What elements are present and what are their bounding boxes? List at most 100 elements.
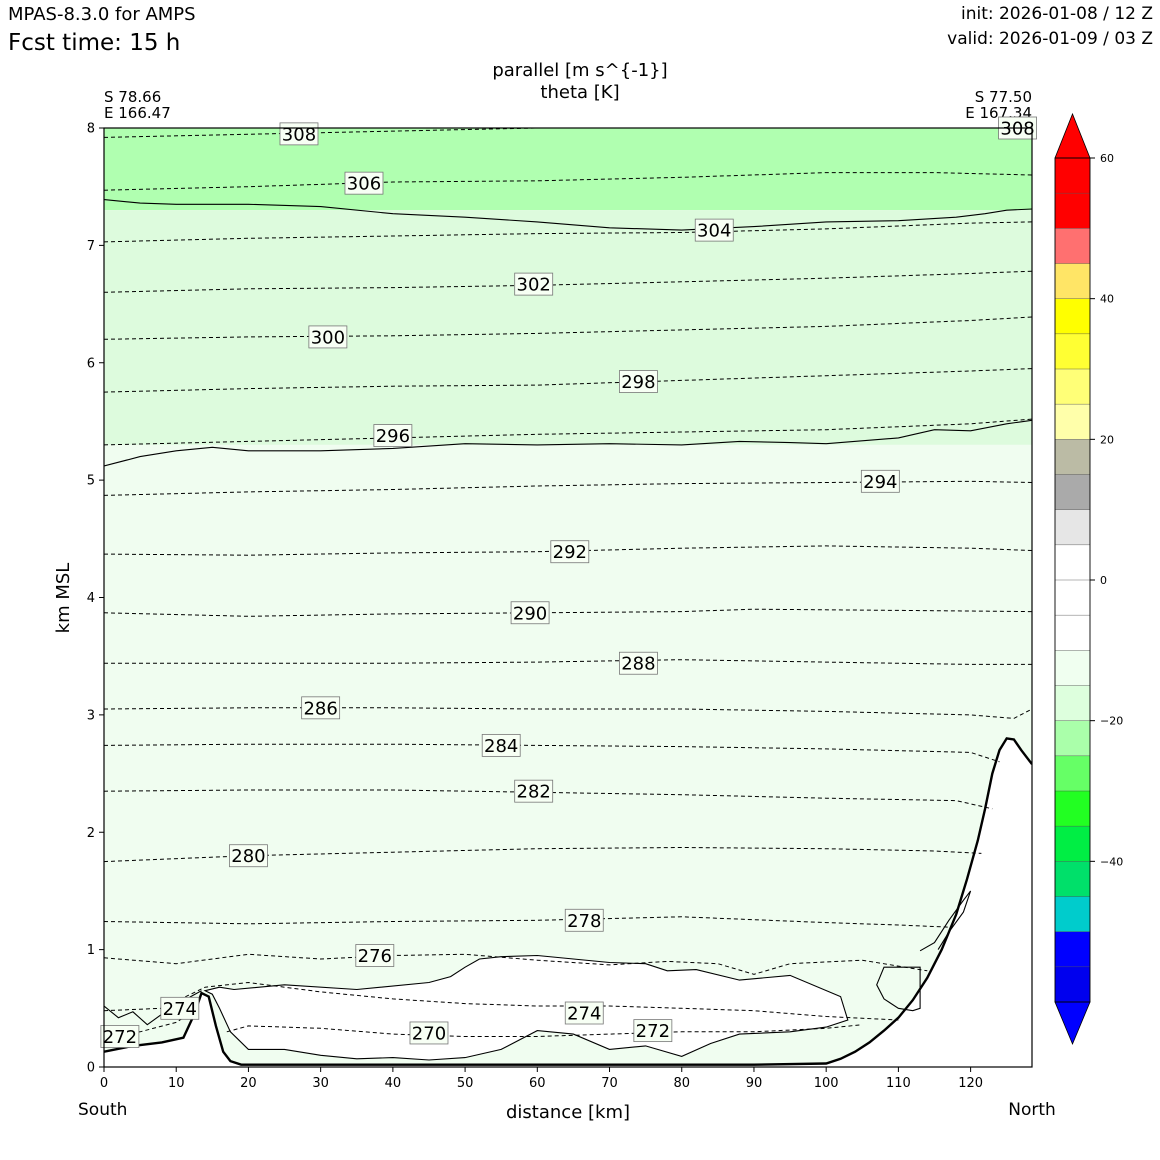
terrain-layer (104, 737, 1032, 1067)
wind-contour-4 (919, 890, 972, 952)
theta-line-282 (104, 789, 993, 810)
y-tick-label-2: 2 (87, 826, 95, 841)
theta-label-274: 274 (160, 996, 200, 1020)
theta-label-272: 272 (100, 1025, 140, 1048)
theta-label-298: 298 (619, 370, 658, 393)
colorbar-cell-17 (1055, 369, 1090, 405)
y-tick-label-3: 3 (87, 708, 95, 723)
svg-text:274: 274 (567, 1004, 601, 1025)
x-tick-label-60: 60 (529, 1076, 546, 1091)
init-time: init: 2026-01-08 / 12 Z (960, 4, 1153, 24)
theta-line-280 (104, 846, 982, 863)
chart-subtitle: theta [K] (540, 82, 620, 103)
theta-label-272: 272 (633, 1019, 673, 1042)
theta-label-layer: 308 308 306 304 302 300 298 296 294 292 290 288 286 2… (100, 116, 1037, 1048)
colorbar: −40 −20 0 20 40 60 (1054, 112, 1123, 1046)
colorbar-cell-2 (1055, 896, 1090, 932)
x-tick-label-100: 100 (814, 1076, 839, 1091)
colorbar-cell-18 (1055, 333, 1090, 369)
colorbar-cell-4 (1055, 826, 1090, 862)
colorbar-cell-13 (1055, 509, 1090, 545)
svg-text:278: 278 (567, 911, 601, 932)
theta-label-274: 274 (564, 1001, 604, 1025)
svg-text:302: 302 (517, 275, 551, 296)
colorbar-cell-0 (1055, 966, 1090, 1002)
colorbar-extend-min (1054, 1001, 1091, 1046)
left-end-name: South (78, 1100, 128, 1120)
colorbar-extend-max (1054, 112, 1091, 159)
colorbar-cell-9 (1055, 650, 1090, 686)
svg-text:280: 280 (231, 846, 265, 867)
theta-line-290 (104, 608, 1032, 617)
theta-label-300: 300 (308, 325, 348, 348)
chart-title: parallel [m s^{-1}] (492, 60, 668, 81)
colorbar-cell-19 (1055, 298, 1090, 334)
svg-text:292: 292 (553, 542, 587, 563)
svg-text:286: 286 (303, 698, 337, 719)
weak-wind-region (205, 955, 848, 1060)
colorbar-cell-16 (1055, 404, 1090, 440)
x-tick-label-40: 40 (385, 1076, 402, 1091)
y-tick-label-1: 1 (87, 943, 95, 958)
colorbar-cell-1 (1055, 931, 1090, 967)
theta-label-290: 290 (510, 601, 550, 624)
svg-text:308: 308 (1000, 119, 1034, 140)
colorbar-tick-label-3: 20 (1100, 433, 1114, 446)
theta-line-296 (104, 418, 1032, 446)
wind-band-1 (104, 210, 1032, 445)
theta-line-274 (104, 981, 899, 1021)
svg-text:308: 308 (282, 124, 316, 145)
valid-time: valid: 2026-01-09 / 03 Z (947, 29, 1153, 49)
x-tick-label-70: 70 (601, 1076, 618, 1091)
theta-label-282: 282 (514, 779, 554, 803)
svg-text:304: 304 (697, 221, 731, 242)
svg-text:306: 306 (347, 174, 381, 195)
x-tick-label-30: 30 (312, 1076, 329, 1091)
colorbar-cell-12 (1055, 544, 1090, 580)
svg-text:284: 284 (484, 736, 518, 757)
theta-label-294: 294 (860, 469, 900, 493)
theta-label-304: 304 (694, 218, 734, 242)
wind-band-0 (104, 128, 1032, 211)
svg-text:272: 272 (103, 1027, 137, 1048)
y-tick-label-0: 0 (87, 1061, 95, 1076)
theta-line-306 (104, 172, 1032, 191)
x-tick-label-80: 80 (673, 1076, 690, 1091)
colorbar-cell-15 (1055, 439, 1090, 475)
theta-label-292: 292 (550, 540, 590, 563)
theta-line-278 (104, 916, 953, 928)
theta-label-286: 286 (301, 696, 341, 719)
theta-label-306: 306 (344, 171, 384, 195)
left-end-lon: E 166.47 (104, 104, 171, 122)
wind-contour-2 (203, 954, 849, 1061)
y-tick-label-7: 7 (87, 239, 95, 254)
theta-line-288 (104, 659, 1032, 665)
theta-line-270 (226, 1024, 863, 1037)
theta-label-296: 296 (373, 424, 413, 447)
left-end-lat: S 78.66 (104, 88, 162, 106)
colorbar-cell-8 (1055, 685, 1090, 721)
theta-label-308: 308 (279, 122, 319, 145)
y-tick-label-8: 8 (87, 122, 95, 137)
svg-text:272: 272 (636, 1021, 670, 1042)
colorbar-cell-6 (1055, 755, 1090, 791)
theta-line-284 (104, 743, 1000, 763)
wind-contour-5 (876, 966, 921, 1012)
theta-label-270: 270 (409, 1021, 449, 1044)
theta-line-300 (104, 316, 1032, 340)
y-tick-label-5: 5 (87, 474, 95, 489)
svg-text:270: 270 (412, 1023, 446, 1044)
x-tick-label-120: 120 (958, 1076, 983, 1091)
x-tick-label-110: 110 (886, 1076, 911, 1091)
wind-contour-0 (104, 199, 1032, 231)
svg-text:294: 294 (863, 472, 897, 493)
colorbar-cell-3 (1055, 861, 1090, 897)
theta-line-292 (104, 545, 1032, 556)
svg-text:296: 296 (376, 426, 410, 447)
colorbar-tick-label-4: 40 (1100, 293, 1114, 306)
x-tick-label-10: 10 (168, 1076, 185, 1091)
model-title: MPAS-8.3.0 for AMPS (8, 4, 196, 25)
svg-text:282: 282 (517, 782, 551, 803)
svg-text:300: 300 (311, 327, 345, 348)
